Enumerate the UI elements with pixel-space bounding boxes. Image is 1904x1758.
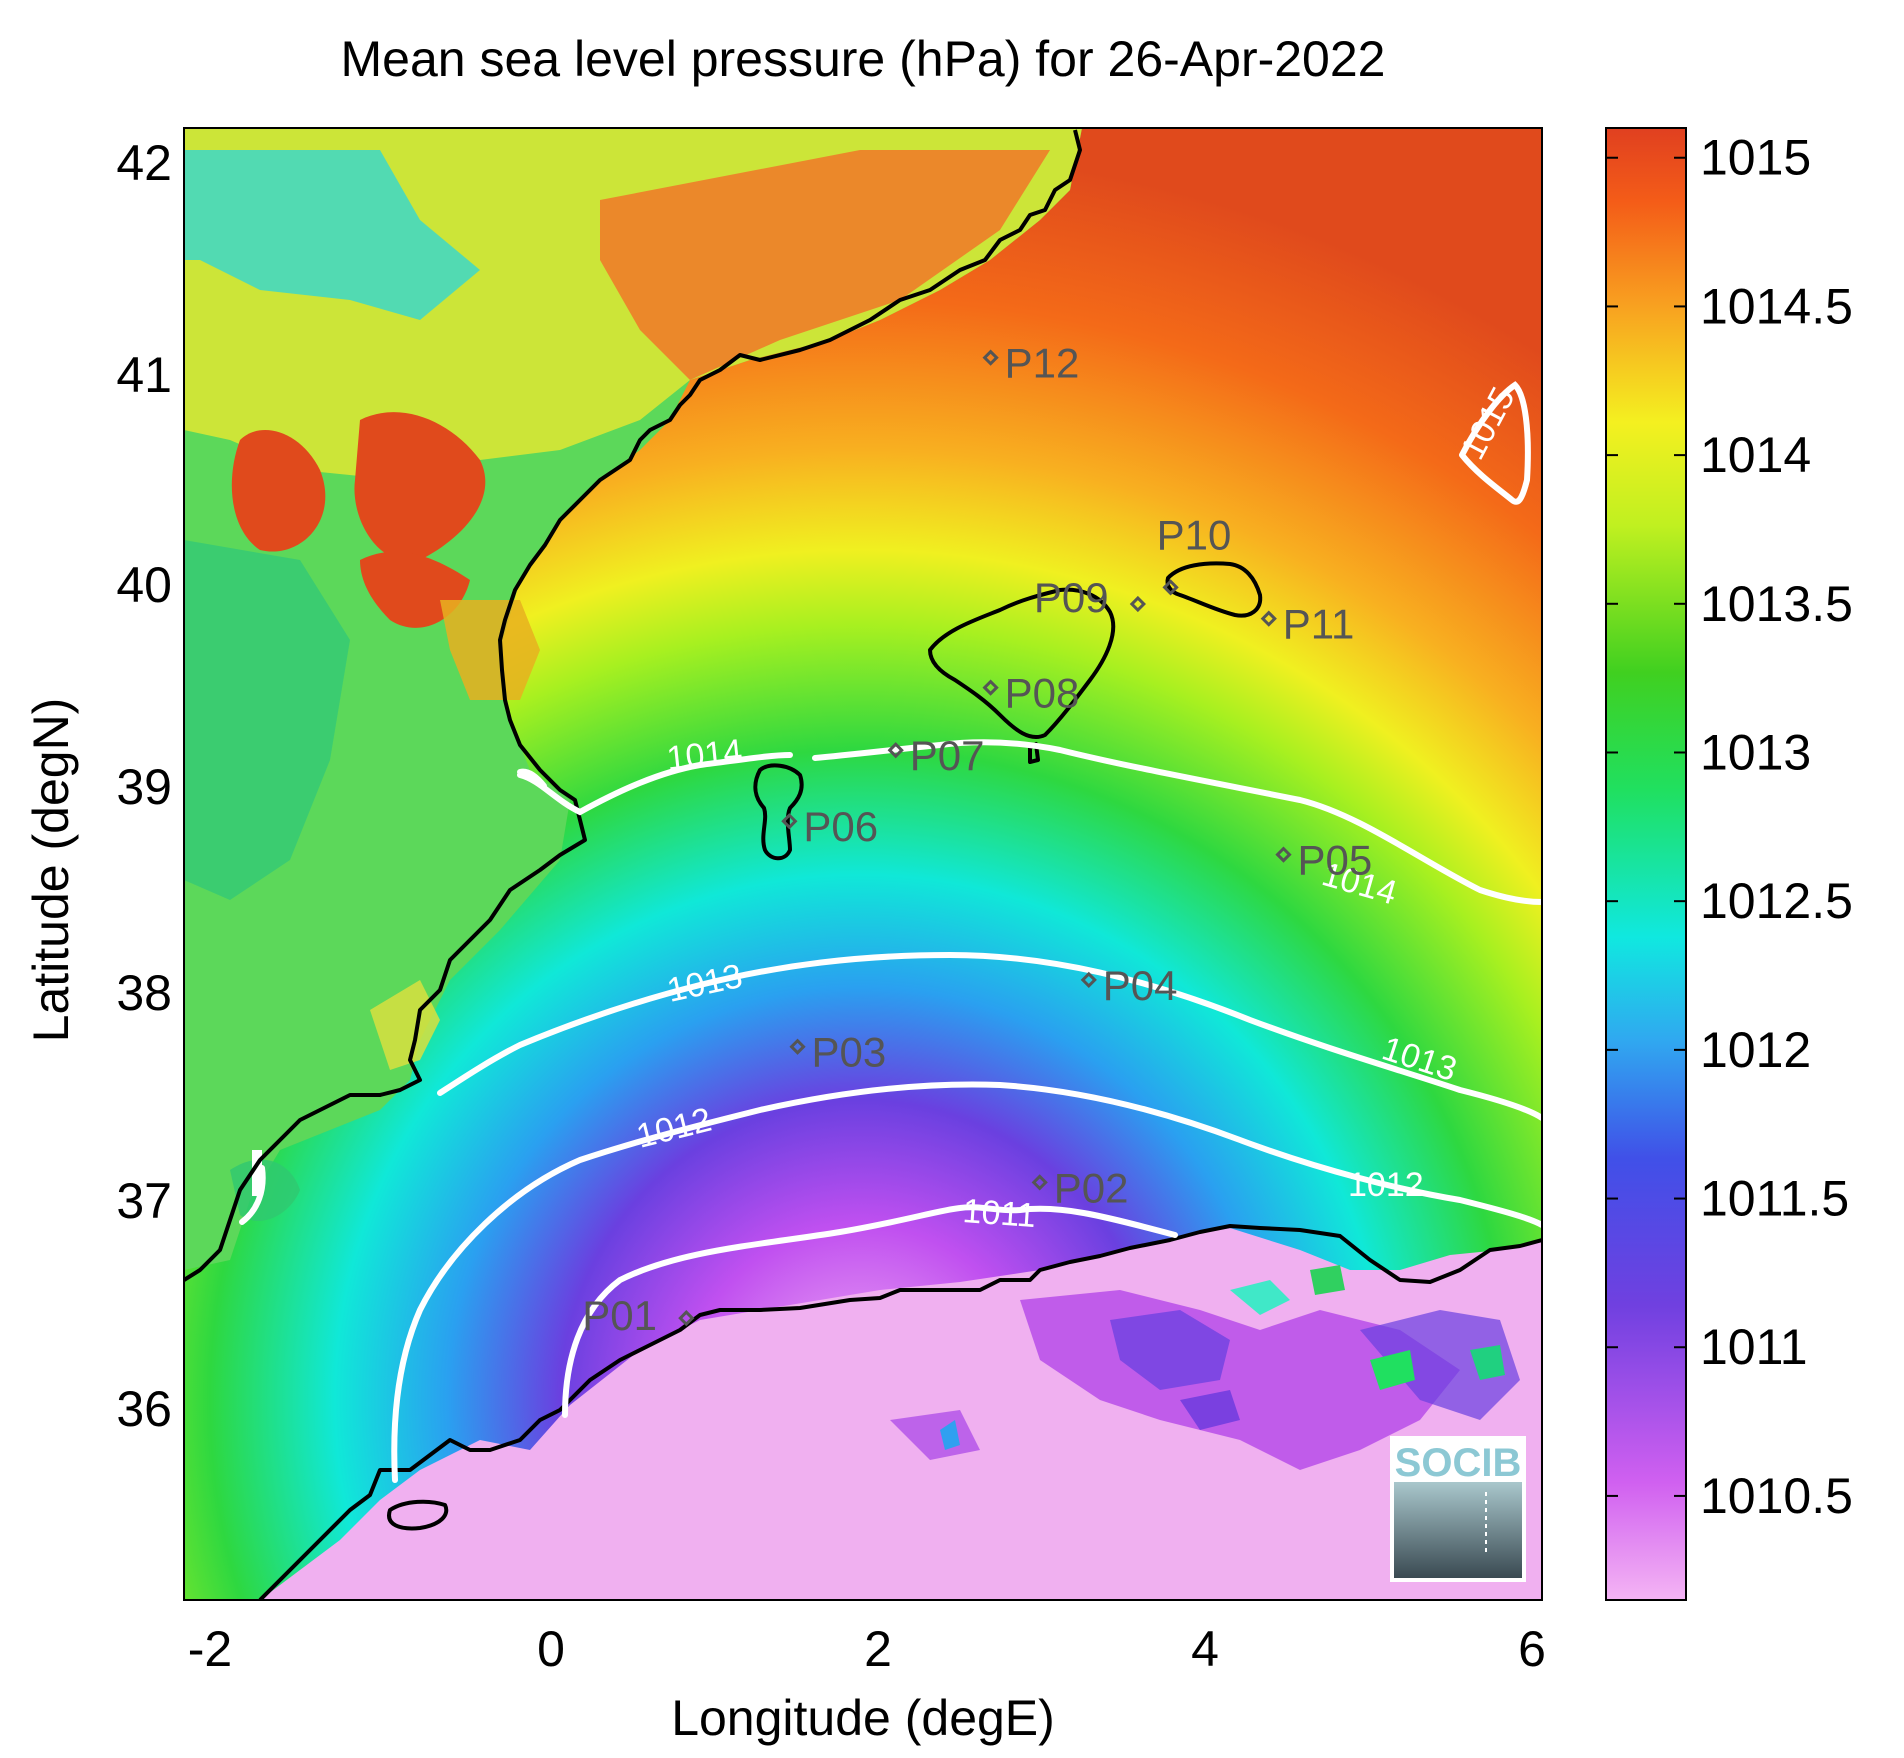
- station-label-p12: P12: [1005, 340, 1080, 387]
- socib-logo-panel: [1394, 1482, 1522, 1578]
- colorbar: 1015 1014.5 1014 1013.5 1013 1012.5 1012 1011.5…: [1605, 127, 1853, 1601]
- contour-1014-west: [517, 768, 547, 789]
- iberia-land: [184, 128, 1082, 1270]
- colorbar-tick-label: 1011: [1700, 1319, 1808, 1375]
- x-axis: -2 0 2 4 6 Longitude (degE): [188, 1621, 1546, 1746]
- x-tick-label: 4: [1191, 1621, 1219, 1677]
- station-marker-p07: [887, 742, 904, 759]
- contour-1011: [562, 1204, 1178, 1418]
- y-tick-label: 39: [116, 759, 172, 815]
- y-tick-label: 42: [116, 135, 172, 191]
- station-marker-p10: [1162, 579, 1179, 596]
- colorbar-tick-label: 1014: [1700, 427, 1811, 483]
- contour-1012-west: [239, 1165, 266, 1225]
- colorbar-tick-label: 1012.5: [1700, 873, 1853, 929]
- x-tick-label: 0: [537, 1621, 565, 1677]
- contour-1014: [517, 739, 1542, 905]
- x-tick-label: -2: [188, 1621, 232, 1677]
- chart-title: Mean sea level pressure (hPa) for 26-Apr…: [341, 31, 1386, 87]
- y-tick-label: 38: [116, 965, 172, 1021]
- station-marker-p01: [678, 1310, 695, 1327]
- socib-logo-text: SOCIB: [1395, 1441, 1522, 1485]
- station-markers: P01 P02 P03 P04 P05 P06 P07 P08 P09 P10 P11 P12: [582, 340, 1372, 1339]
- station-marker-p12: [982, 349, 999, 366]
- station-label-p01: P01: [582, 1292, 657, 1339]
- station-marker-p08: [982, 679, 999, 696]
- contour-1015: [1459, 381, 1531, 505]
- y-tick-label: 41: [116, 347, 172, 403]
- colorbar-tick-label: 1010.5: [1700, 1468, 1853, 1524]
- colorbar-ticks: 1015 1014.5 1014 1013.5 1013 1012.5 1012 1011.5…: [1606, 130, 1853, 1524]
- africa-pressure-patches: [890, 1265, 1520, 1470]
- y-axis: 42 41 40 39 38 37 36 Latitude (degN): [23, 135, 172, 1437]
- colorbar-tick-label: 1012: [1700, 1022, 1811, 1078]
- station-label-p02: P02: [1054, 1164, 1129, 1211]
- colorbar-tick-label: 1011.5: [1700, 1171, 1849, 1227]
- station-label-p03: P03: [812, 1029, 887, 1076]
- contour-label-1012-b: 1012: [1348, 1166, 1424, 1204]
- station-marker-p04: [1080, 971, 1097, 989]
- colorbar-tick-label: 1014.5: [1700, 278, 1853, 334]
- colorbar-tick-label: 1013.5: [1700, 576, 1853, 632]
- station-label-p09: P09: [1034, 574, 1109, 621]
- station-label-p11: P11: [1283, 601, 1355, 648]
- contour-1013: [437, 951, 1542, 1121]
- station-marker-p03: [789, 1038, 806, 1055]
- station-marker-p11: [1260, 610, 1277, 627]
- station-label-p04: P04: [1103, 962, 1178, 1009]
- station-label-p07: P07: [910, 732, 985, 779]
- x-tick-label: 6: [1518, 1621, 1546, 1677]
- contour-lines: [239, 381, 1542, 1483]
- colorbar-tick-label: 1015: [1700, 130, 1811, 186]
- station-label-p05: P05: [1297, 837, 1372, 884]
- y-axis-label: Latitude (degN): [23, 698, 79, 1043]
- station-label-p08: P08: [1005, 670, 1080, 717]
- y-tick-label: 37: [116, 1173, 172, 1229]
- socib-logo: SOCIB: [1390, 1436, 1526, 1582]
- contour-1012: [391, 1081, 1542, 1483]
- y-tick-label: 36: [116, 1381, 172, 1437]
- station-label-p06: P06: [803, 803, 878, 850]
- station-marker-p09: [1129, 595, 1146, 613]
- contour-labels: 1015 1014 1014 1013 1013 1012 1012 1011: [633, 381, 1523, 1235]
- x-axis-label: Longitude (degE): [671, 1690, 1055, 1746]
- station-marker-p02: [1031, 1174, 1048, 1191]
- plot-area: 1015 1014 1014 1013 1013 1012 1012 1011 …: [184, 128, 1542, 1600]
- station-marker-p06: [781, 813, 798, 830]
- plot-frame: [183, 127, 1543, 1601]
- station-marker-p05: [1275, 846, 1292, 863]
- contour-label-1011: 1011: [961, 1192, 1037, 1235]
- x-tick-label: 2: [864, 1621, 892, 1677]
- colorbar-ramp: [1605, 127, 1687, 1601]
- station-label-p10: P10: [1157, 511, 1232, 558]
- contour-label-1014-a: 1014: [665, 732, 744, 778]
- coastline: [184, 129, 1542, 1600]
- colorbar-tick-label: 1013: [1700, 724, 1811, 780]
- y-tick-label: 40: [116, 557, 172, 613]
